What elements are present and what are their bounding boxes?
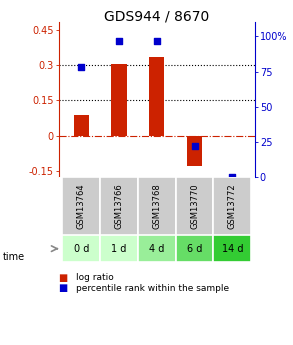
Bar [176,235,213,262]
Text: GSM13772: GSM13772 [228,183,237,229]
Text: 6 d: 6 d [187,244,202,254]
Text: GSM13770: GSM13770 [190,183,199,229]
Bar [62,177,100,235]
Bar [74,115,89,136]
Text: log ratio: log ratio [76,273,114,282]
Bar [138,177,176,235]
Bar [149,57,164,136]
Bar [138,235,176,262]
Text: ■: ■ [59,283,68,293]
Text: GSM13764: GSM13764 [77,183,86,229]
Text: GSM13766: GSM13766 [115,183,124,229]
Bar [213,177,251,235]
Bar [176,177,213,235]
Bar [100,177,138,235]
Text: GDS944 / 8670: GDS944 / 8670 [104,10,209,23]
Bar [213,235,251,262]
Bar [187,136,202,167]
Bar [62,235,100,262]
Point [79,65,84,70]
Text: 0 d: 0 d [74,244,89,254]
Bar [111,64,127,136]
Point [154,38,159,43]
Text: 14 d: 14 d [222,244,243,254]
Text: percentile rank within the sample: percentile rank within the sample [76,284,229,293]
Point [117,38,121,43]
Text: ■: ■ [59,273,68,283]
Bar [100,235,138,262]
Point [230,174,235,180]
Text: GSM13768: GSM13768 [152,183,161,229]
Text: 4 d: 4 d [149,244,164,254]
Text: 1 d: 1 d [111,244,127,254]
Point [192,144,197,149]
Text: time: time [3,252,25,262]
